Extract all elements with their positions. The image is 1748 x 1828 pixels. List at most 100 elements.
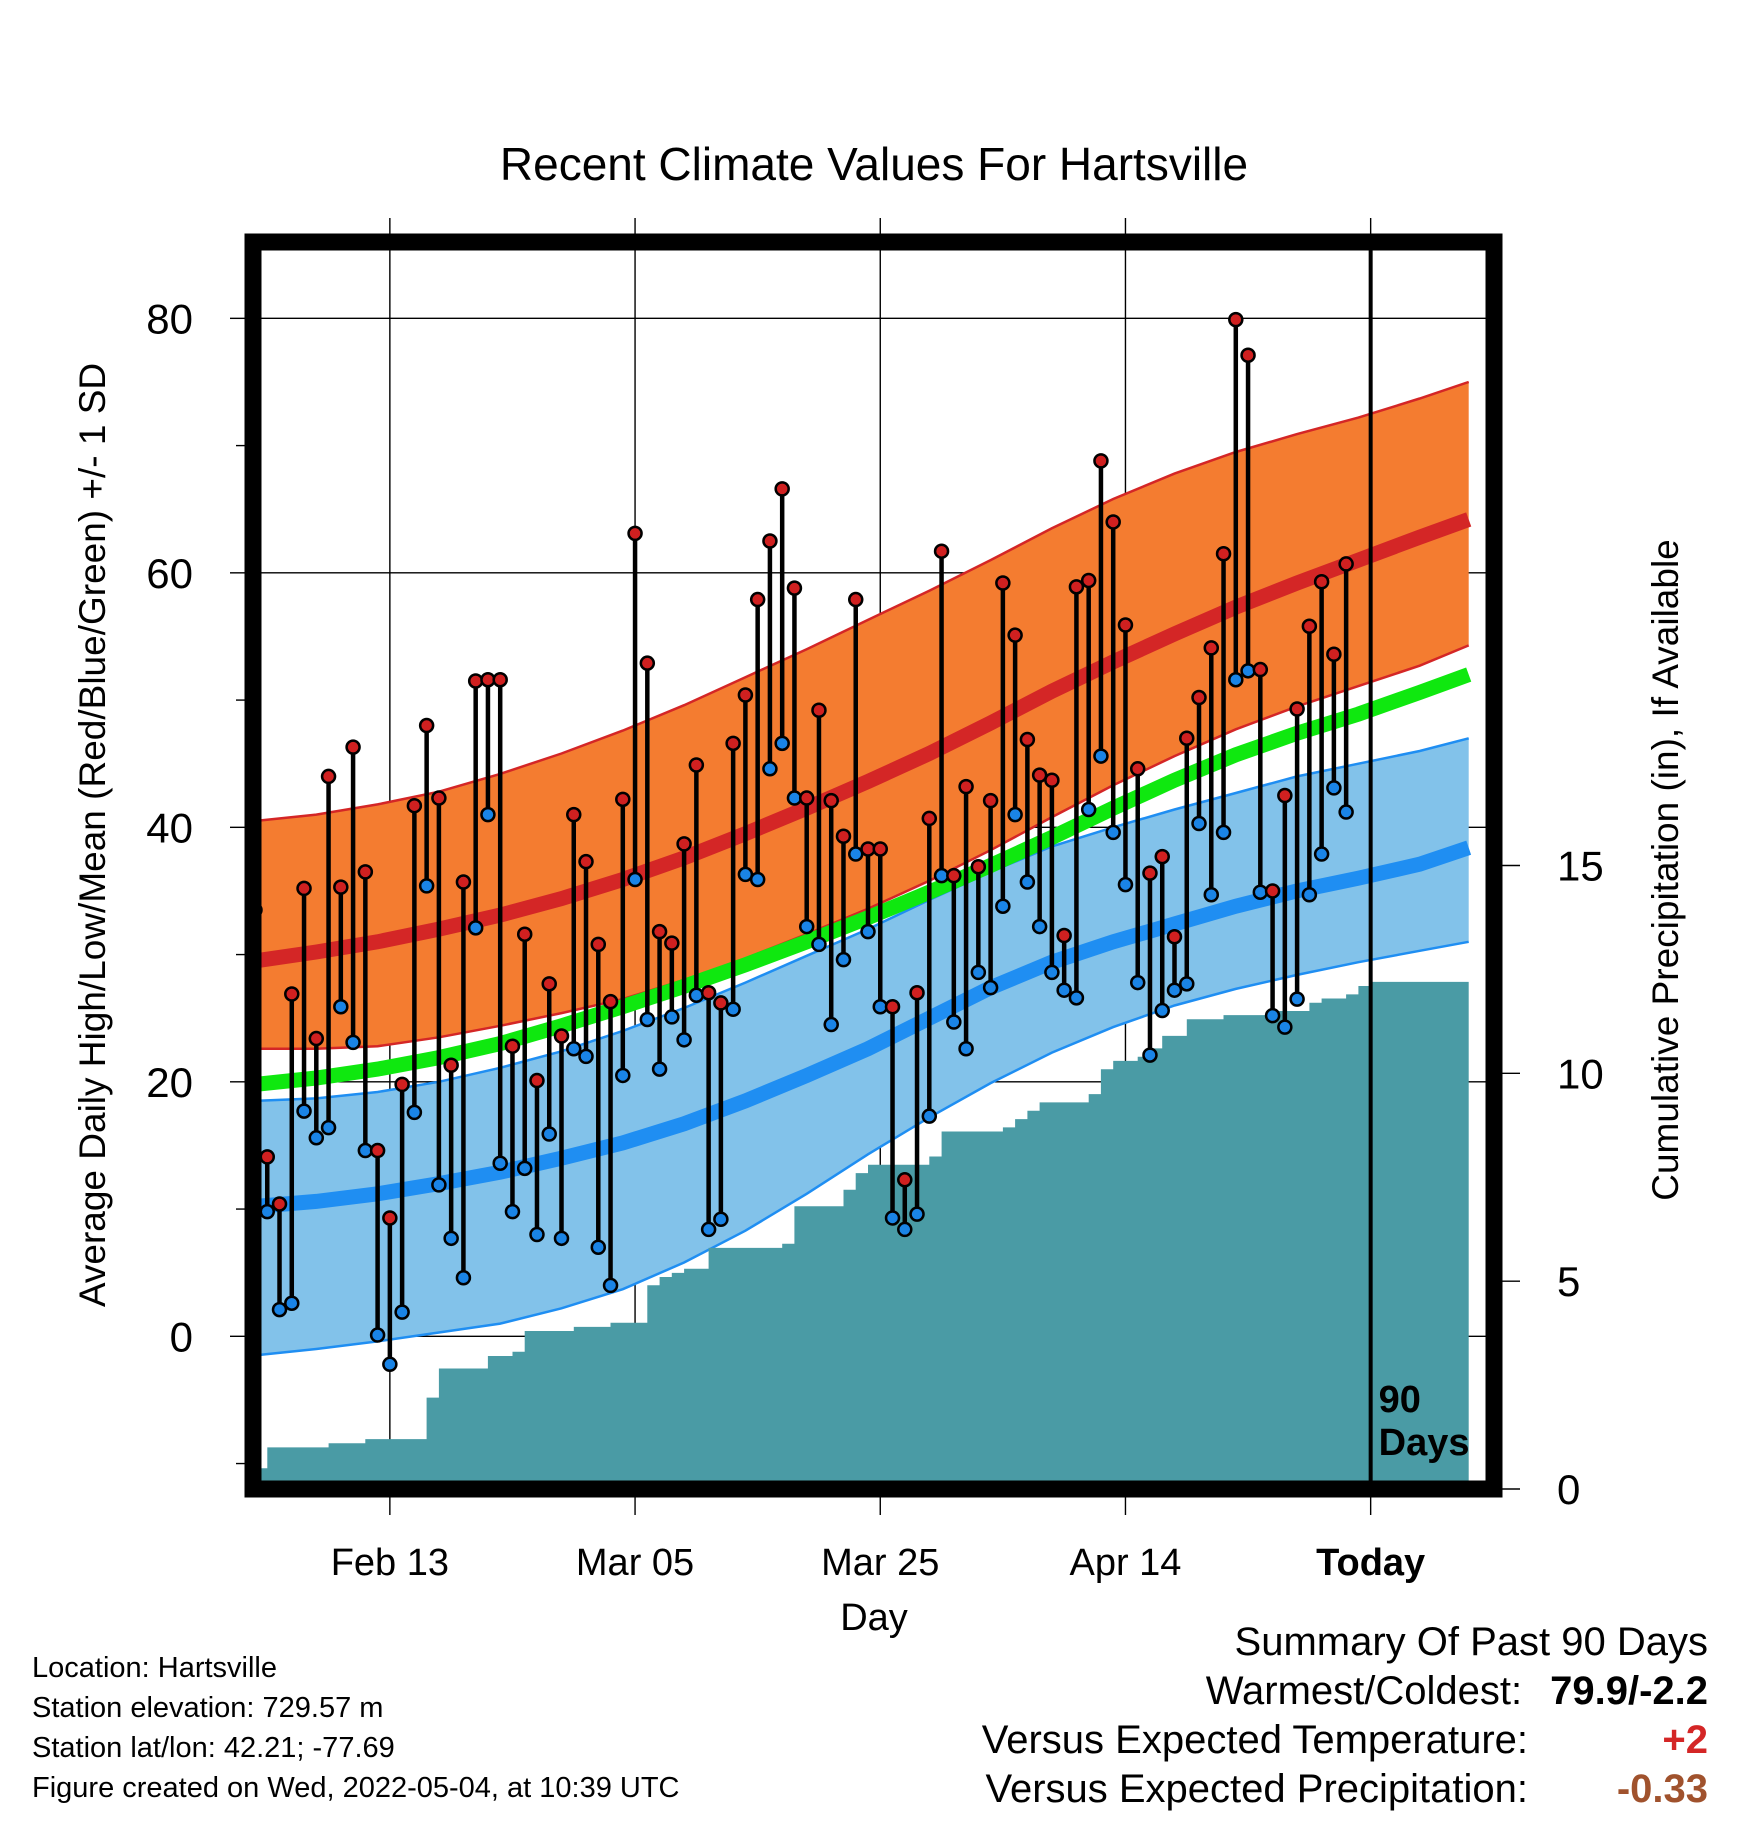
daily-low-point xyxy=(835,951,852,968)
daily-high-point xyxy=(1142,865,1158,881)
daily-low-point xyxy=(615,1067,631,1084)
daily-high-point xyxy=(1068,579,1085,595)
warmest-coldest-row: Warmest/Coldest: 79.9/-2.2 xyxy=(982,1667,1708,1716)
daily-low-point xyxy=(1007,806,1023,823)
daily-high-point xyxy=(786,580,803,596)
daily-high-point xyxy=(1326,646,1342,663)
daily-high-point xyxy=(1019,731,1036,748)
daily-high-point xyxy=(394,1076,410,1093)
daily-high-point xyxy=(835,828,852,844)
daily-low-point xyxy=(345,1034,361,1051)
daily-high-point xyxy=(578,853,594,870)
daily-high-point xyxy=(1215,546,1232,562)
daily-high-point xyxy=(823,792,839,809)
daily-high-point xyxy=(958,778,974,795)
daily-high-point xyxy=(345,739,361,755)
daily-low-point xyxy=(688,987,705,1004)
daily-high-point xyxy=(713,995,729,1011)
temp-departure-value: +2 xyxy=(1662,1718,1708,1762)
daily-high-point xyxy=(1129,761,1146,777)
x-tick-label: Mar 25 xyxy=(821,1542,939,1584)
daily-low-point xyxy=(664,1009,680,1025)
daily-low-point xyxy=(970,964,987,981)
daily-high-point xyxy=(676,836,692,852)
daily-low-point xyxy=(553,1230,570,1247)
daily-high-point xyxy=(1154,848,1170,865)
daily-low-point xyxy=(296,1103,312,1119)
daily-low-point xyxy=(651,1061,668,1077)
x-axis-label: Day xyxy=(840,1597,908,1639)
daily-low-point xyxy=(455,1270,472,1286)
daily-high-point xyxy=(357,864,374,880)
daily-high-point xyxy=(1179,730,1195,747)
daily-high-point xyxy=(639,655,656,671)
daily-high-point xyxy=(1240,347,1256,363)
daily-high-point xyxy=(798,790,815,806)
daily-low-point xyxy=(823,1016,839,1033)
daily-low-point xyxy=(1203,887,1220,903)
daily-high-point xyxy=(284,986,300,1002)
daily-low-point xyxy=(627,871,643,888)
latlon-text: Station lat/lon: 42.21; -77.69 xyxy=(32,1732,395,1764)
window-marker-label: Days xyxy=(1379,1422,1470,1464)
daily-low-point xyxy=(284,1295,300,1311)
warmest-coldest-value: 79.9/-2.2 xyxy=(1550,1669,1708,1713)
y-tick-label: 60 xyxy=(146,550,193,597)
daily-high-point xyxy=(541,976,557,992)
daily-low-point xyxy=(320,1119,337,1136)
location-text: Location: Hartsville xyxy=(32,1652,277,1684)
y-tick-label: 20 xyxy=(146,1059,193,1106)
daily-high-point xyxy=(970,859,987,875)
daily-high-point xyxy=(1301,618,1318,635)
plot-frame xyxy=(244,233,1503,1498)
created-text: Figure created on Wed, 2022-05-04, at 10… xyxy=(32,1772,680,1804)
warmest-coldest-label: Warmest/Coldest: xyxy=(1205,1669,1523,1713)
daily-low-point xyxy=(700,1221,717,1238)
daily-high-point xyxy=(369,1142,386,1159)
daily-low-point xyxy=(1191,815,1207,832)
daily-high-point xyxy=(725,735,741,752)
daily-high-point xyxy=(700,984,717,1001)
daily-high-point xyxy=(590,936,607,953)
high-normal-line xyxy=(253,512,1472,969)
daily-high-point xyxy=(664,935,680,951)
daily-high-point xyxy=(1093,453,1109,469)
daily-high-point xyxy=(1203,640,1220,656)
daily-high-point xyxy=(1007,627,1023,643)
window-marker-label: 90 xyxy=(1379,1379,1421,1421)
daily-high-point xyxy=(872,841,889,857)
daily-low-point xyxy=(308,1130,325,1146)
y2-tick-label: 5 xyxy=(1557,1258,1580,1305)
temp-departure-label: Versus Expected Temperature: xyxy=(981,1718,1528,1762)
daily-low-point xyxy=(1264,1007,1281,1024)
daily-low-point xyxy=(1166,982,1183,998)
daily-high-point xyxy=(1117,617,1134,633)
daily-low-point xyxy=(271,1301,288,1318)
x-tick-label: Mar 05 xyxy=(576,1542,694,1584)
daily-high-point xyxy=(909,984,925,1001)
daily-high-point xyxy=(749,591,766,608)
daily-low-point xyxy=(333,998,349,1015)
daily-low-point xyxy=(1277,1019,1293,1035)
daily-high-point xyxy=(308,1030,325,1047)
daily-low-point xyxy=(431,1177,447,1193)
observed-temperatures xyxy=(247,311,1354,1373)
daily-low-point xyxy=(811,936,827,953)
daily-low-point xyxy=(713,1211,729,1227)
daily-low-point xyxy=(259,1203,276,1220)
daily-high-point xyxy=(946,867,962,884)
daily-high-point xyxy=(1191,689,1207,706)
daily-high-point xyxy=(333,879,349,895)
daily-low-point xyxy=(443,1230,459,1247)
precip-departure-row: Versus Expected Precipitation: -0.33 xyxy=(982,1765,1708,1814)
daily-high-point xyxy=(320,768,337,785)
summary-panel: Summary Of Past 90 Days Warmest/Coldest:… xyxy=(982,1618,1708,1814)
daily-low-point xyxy=(1289,991,1305,1007)
daily-high-point xyxy=(455,874,472,890)
daily-low-point xyxy=(504,1203,521,1220)
daily-low-point xyxy=(1056,982,1072,998)
daily-high-point xyxy=(418,717,435,734)
high-sd-upper-edge xyxy=(254,380,1470,823)
daily-low-point xyxy=(578,1048,594,1065)
